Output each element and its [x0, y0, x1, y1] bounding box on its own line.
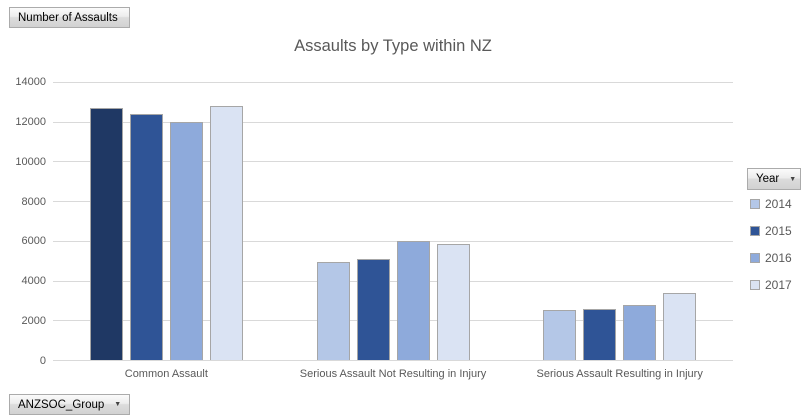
dropdown-arrow-icon: ▼ [789, 175, 797, 183]
legend-label: 2016 [765, 250, 792, 265]
legend-field-button[interactable]: Year ▼ [747, 168, 801, 190]
legend-label: 2015 [765, 223, 792, 238]
y-tick-label: 4000 [21, 275, 46, 288]
legend-item: 2016 [750, 250, 792, 265]
y-tick-label: 10000 [15, 155, 46, 168]
x-axis: Common Assault Serious Assault Not Result… [53, 368, 733, 380]
y-tick-label: 14000 [15, 76, 46, 88]
legend-field-label: Year [756, 173, 780, 185]
bar-2015[interactable] [583, 309, 617, 360]
value-field-label: Number of Assaults [18, 11, 118, 24]
legend-swatch-icon [750, 225, 760, 236]
y-tick-label: 12000 [15, 115, 46, 128]
plot-area [53, 82, 733, 361]
x-category-label: Serious Assault Not Resulting in Injury [299, 368, 487, 380]
legend-item: 2017 [750, 277, 792, 292]
bar-2015[interactable] [129, 113, 163, 360]
y-tick-label: 2000 [21, 315, 46, 328]
legend: 2014 2015 2016 2017 [750, 196, 792, 292]
legend-swatch-icon [750, 279, 760, 290]
bar-group [506, 82, 733, 360]
gridline [53, 121, 733, 123]
bar-2016[interactable] [623, 305, 657, 360]
axis-field-label: ANZSOC_Group [18, 398, 105, 411]
value-field-button[interactable]: Number of Assaults [9, 7, 130, 28]
legend-label: 2017 [765, 277, 792, 292]
y-tick-label: 0 [39, 355, 46, 367]
legend-label: 2014 [765, 196, 792, 211]
y-tick-label: 8000 [21, 195, 46, 208]
y-axis: 14000 12000 10000 8000 6000 4000 2000 0 [0, 76, 46, 367]
bar-2014[interactable] [543, 310, 577, 360]
axis-field-button[interactable]: ANZSOC_Group ▼ [9, 394, 130, 415]
y-tick-label: 6000 [21, 235, 46, 248]
bar-2017[interactable] [209, 105, 243, 360]
x-category-label: Serious Assault Resulting in Injury [536, 368, 703, 380]
bar-groups [53, 82, 733, 360]
legend-swatch-icon [750, 198, 760, 209]
gridline [53, 82, 733, 83]
bar-group [53, 82, 280, 360]
legend-item: 2015 [750, 223, 792, 238]
gridline [53, 201, 733, 203]
chart-title: Assaults by Type within NZ [294, 37, 492, 55]
bar-2014[interactable] [316, 261, 350, 360]
legend-item: 2014 [750, 196, 792, 211]
bar-2016[interactable] [169, 121, 203, 360]
dropdown-arrow-icon: ▼ [114, 401, 122, 408]
bar-2014[interactable] [89, 107, 123, 360]
gridline [53, 320, 733, 322]
bar-2017[interactable] [436, 243, 470, 360]
gridline [53, 280, 733, 282]
bar-group [280, 82, 507, 360]
bar-2015[interactable] [356, 258, 390, 360]
gridline [53, 240, 733, 242]
bar-2016[interactable] [396, 240, 430, 360]
bar-2017[interactable] [663, 293, 697, 360]
x-category-label: Common Assault [124, 368, 208, 380]
legend-swatch-icon [750, 252, 760, 263]
gridline [53, 161, 733, 163]
